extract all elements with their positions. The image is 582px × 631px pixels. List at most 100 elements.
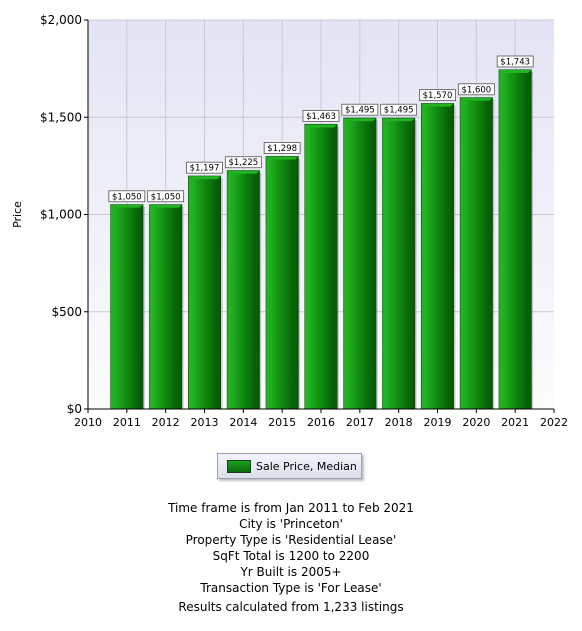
bar-face (424, 106, 451, 409)
data-label-box (263, 142, 301, 154)
x-tick-label: 2015 (268, 416, 296, 429)
x-tick-label: 2016 (307, 416, 335, 429)
x-tick-label: 2022 (540, 416, 568, 429)
bar-bevel-left (421, 103, 425, 409)
data-label-box (186, 161, 223, 174)
data-label: $1,570 (423, 91, 453, 101)
x-tick-label: 2020 (462, 416, 490, 429)
y-axis-title: Price (11, 201, 24, 228)
bar-face (230, 173, 257, 409)
x-tick-label: 2017 (346, 416, 374, 429)
data-label: $1,495 (345, 106, 375, 116)
bar-bevel-right (528, 69, 532, 409)
bar-bevel-right (217, 176, 221, 409)
bar-bevel-top (188, 176, 221, 180)
legend-label-sale-price: Sale Price, Median (256, 459, 357, 473)
bar-bevel-left (305, 124, 308, 409)
bar-2012: $1,050 (147, 190, 185, 410)
x-tick-label: 2013 (191, 416, 219, 429)
bar-bevel-top (149, 204, 182, 208)
bar-2014: $1,225 (224, 156, 262, 410)
data-label-box (224, 156, 262, 169)
bar-bevel-top (499, 69, 532, 73)
data-label-box (380, 103, 418, 116)
data-label-box (108, 190, 146, 203)
bar-bevel-right (489, 97, 493, 410)
bar-2016: $1,463 (302, 110, 340, 410)
data-label-box (496, 55, 534, 68)
data-label: $1,298 (267, 144, 297, 154)
bar-bevel-right (334, 124, 337, 409)
bar-bevel-left (266, 156, 270, 409)
bar-2019: $1,570 (419, 89, 456, 410)
summary-line-timeframe: Time frame is from Jan 2011 to Feb 2021 (168, 501, 414, 515)
data-label: $1,225 (228, 158, 258, 168)
data-label: $1,743 (500, 57, 530, 67)
bar-face (385, 121, 412, 409)
bar-bevel-top (421, 103, 454, 107)
chart-legend: Sale Price, Median (217, 453, 362, 479)
search-criteria-summary: Time frame is from Jan 2011 to Feb 2021 … (0, 500, 582, 615)
x-tick-label: 2021 (501, 416, 529, 429)
bar-face (346, 121, 373, 409)
legend-swatch-sale-price (227, 459, 251, 473)
bar-2011: $1,050 (108, 190, 146, 410)
bar-bevel-right (256, 170, 260, 409)
bar-bevel-right (411, 118, 415, 409)
bar-bevel-top (266, 156, 299, 160)
bar-2018: $1,495 (380, 103, 418, 410)
bar-face (191, 179, 218, 409)
bar-bevel-left (499, 69, 503, 409)
bar-face (308, 127, 334, 409)
summary-line-year-built: Yr Built is 2005+ (240, 565, 342, 579)
data-label: $1,050 (112, 192, 142, 202)
bar-bevel-left (382, 118, 386, 409)
bar-2015: $1,298 (263, 142, 301, 410)
bar-2020: $1,600 (457, 83, 495, 410)
bar-face (463, 100, 490, 410)
x-tick-label: 2018 (385, 416, 413, 429)
data-label-box (147, 190, 185, 203)
x-tick-label: 2012 (152, 416, 180, 429)
bar-bevel-top (110, 204, 143, 208)
bar-face (269, 159, 296, 409)
summary-results-count: Results calculated from 1,233 listings (178, 600, 404, 614)
data-label-box (419, 89, 456, 102)
bar-bevel-top (305, 124, 337, 128)
data-label: $1,600 (461, 85, 491, 95)
bar-bevel-right (295, 156, 299, 409)
bar-bevel-left (110, 204, 114, 409)
bar-face (502, 72, 529, 409)
bar-bevel-right (139, 204, 143, 409)
x-tick-label: 2010 (74, 416, 102, 429)
y-tick-label: $2,000 (40, 13, 82, 27)
bar-bevel-top (382, 118, 415, 122)
bar-bevel-left (188, 176, 192, 409)
bar-2021: $1,743 (496, 55, 534, 410)
bar-bevel-top (343, 118, 376, 122)
bar-bevel-left (227, 170, 231, 409)
y-tick-label: $1,500 (40, 110, 82, 124)
data-label-box (341, 103, 379, 116)
bar-bevel-right (450, 103, 454, 409)
summary-line-property-type: Property Type is 'Residential Lease' (185, 533, 397, 547)
x-tick-label: 2019 (424, 416, 452, 429)
bar-bevel-left (460, 97, 464, 410)
x-tick-label: 2011 (113, 416, 141, 429)
data-label-box (302, 110, 340, 122)
y-tick-label: $0 (67, 402, 82, 416)
bar-bevel-top (227, 170, 260, 174)
summary-line-transaction-type: Transaction Type is 'For Lease' (200, 581, 382, 595)
data-label: $1,197 (190, 164, 220, 174)
summary-line-city: City is 'Princeton' (239, 517, 343, 531)
summary-line-sqft: SqFt Total is 1200 to 2200 (212, 549, 370, 563)
bar-face (152, 207, 179, 409)
data-label-box (457, 83, 495, 96)
bar-bevel-left (149, 204, 153, 409)
bar-face (113, 207, 140, 409)
data-label: $1,050 (151, 192, 181, 202)
data-label: $1,495 (384, 106, 414, 116)
y-tick-label: $1,000 (40, 208, 82, 222)
bar-bevel-right (372, 118, 376, 409)
data-label: $1,463 (306, 112, 336, 122)
